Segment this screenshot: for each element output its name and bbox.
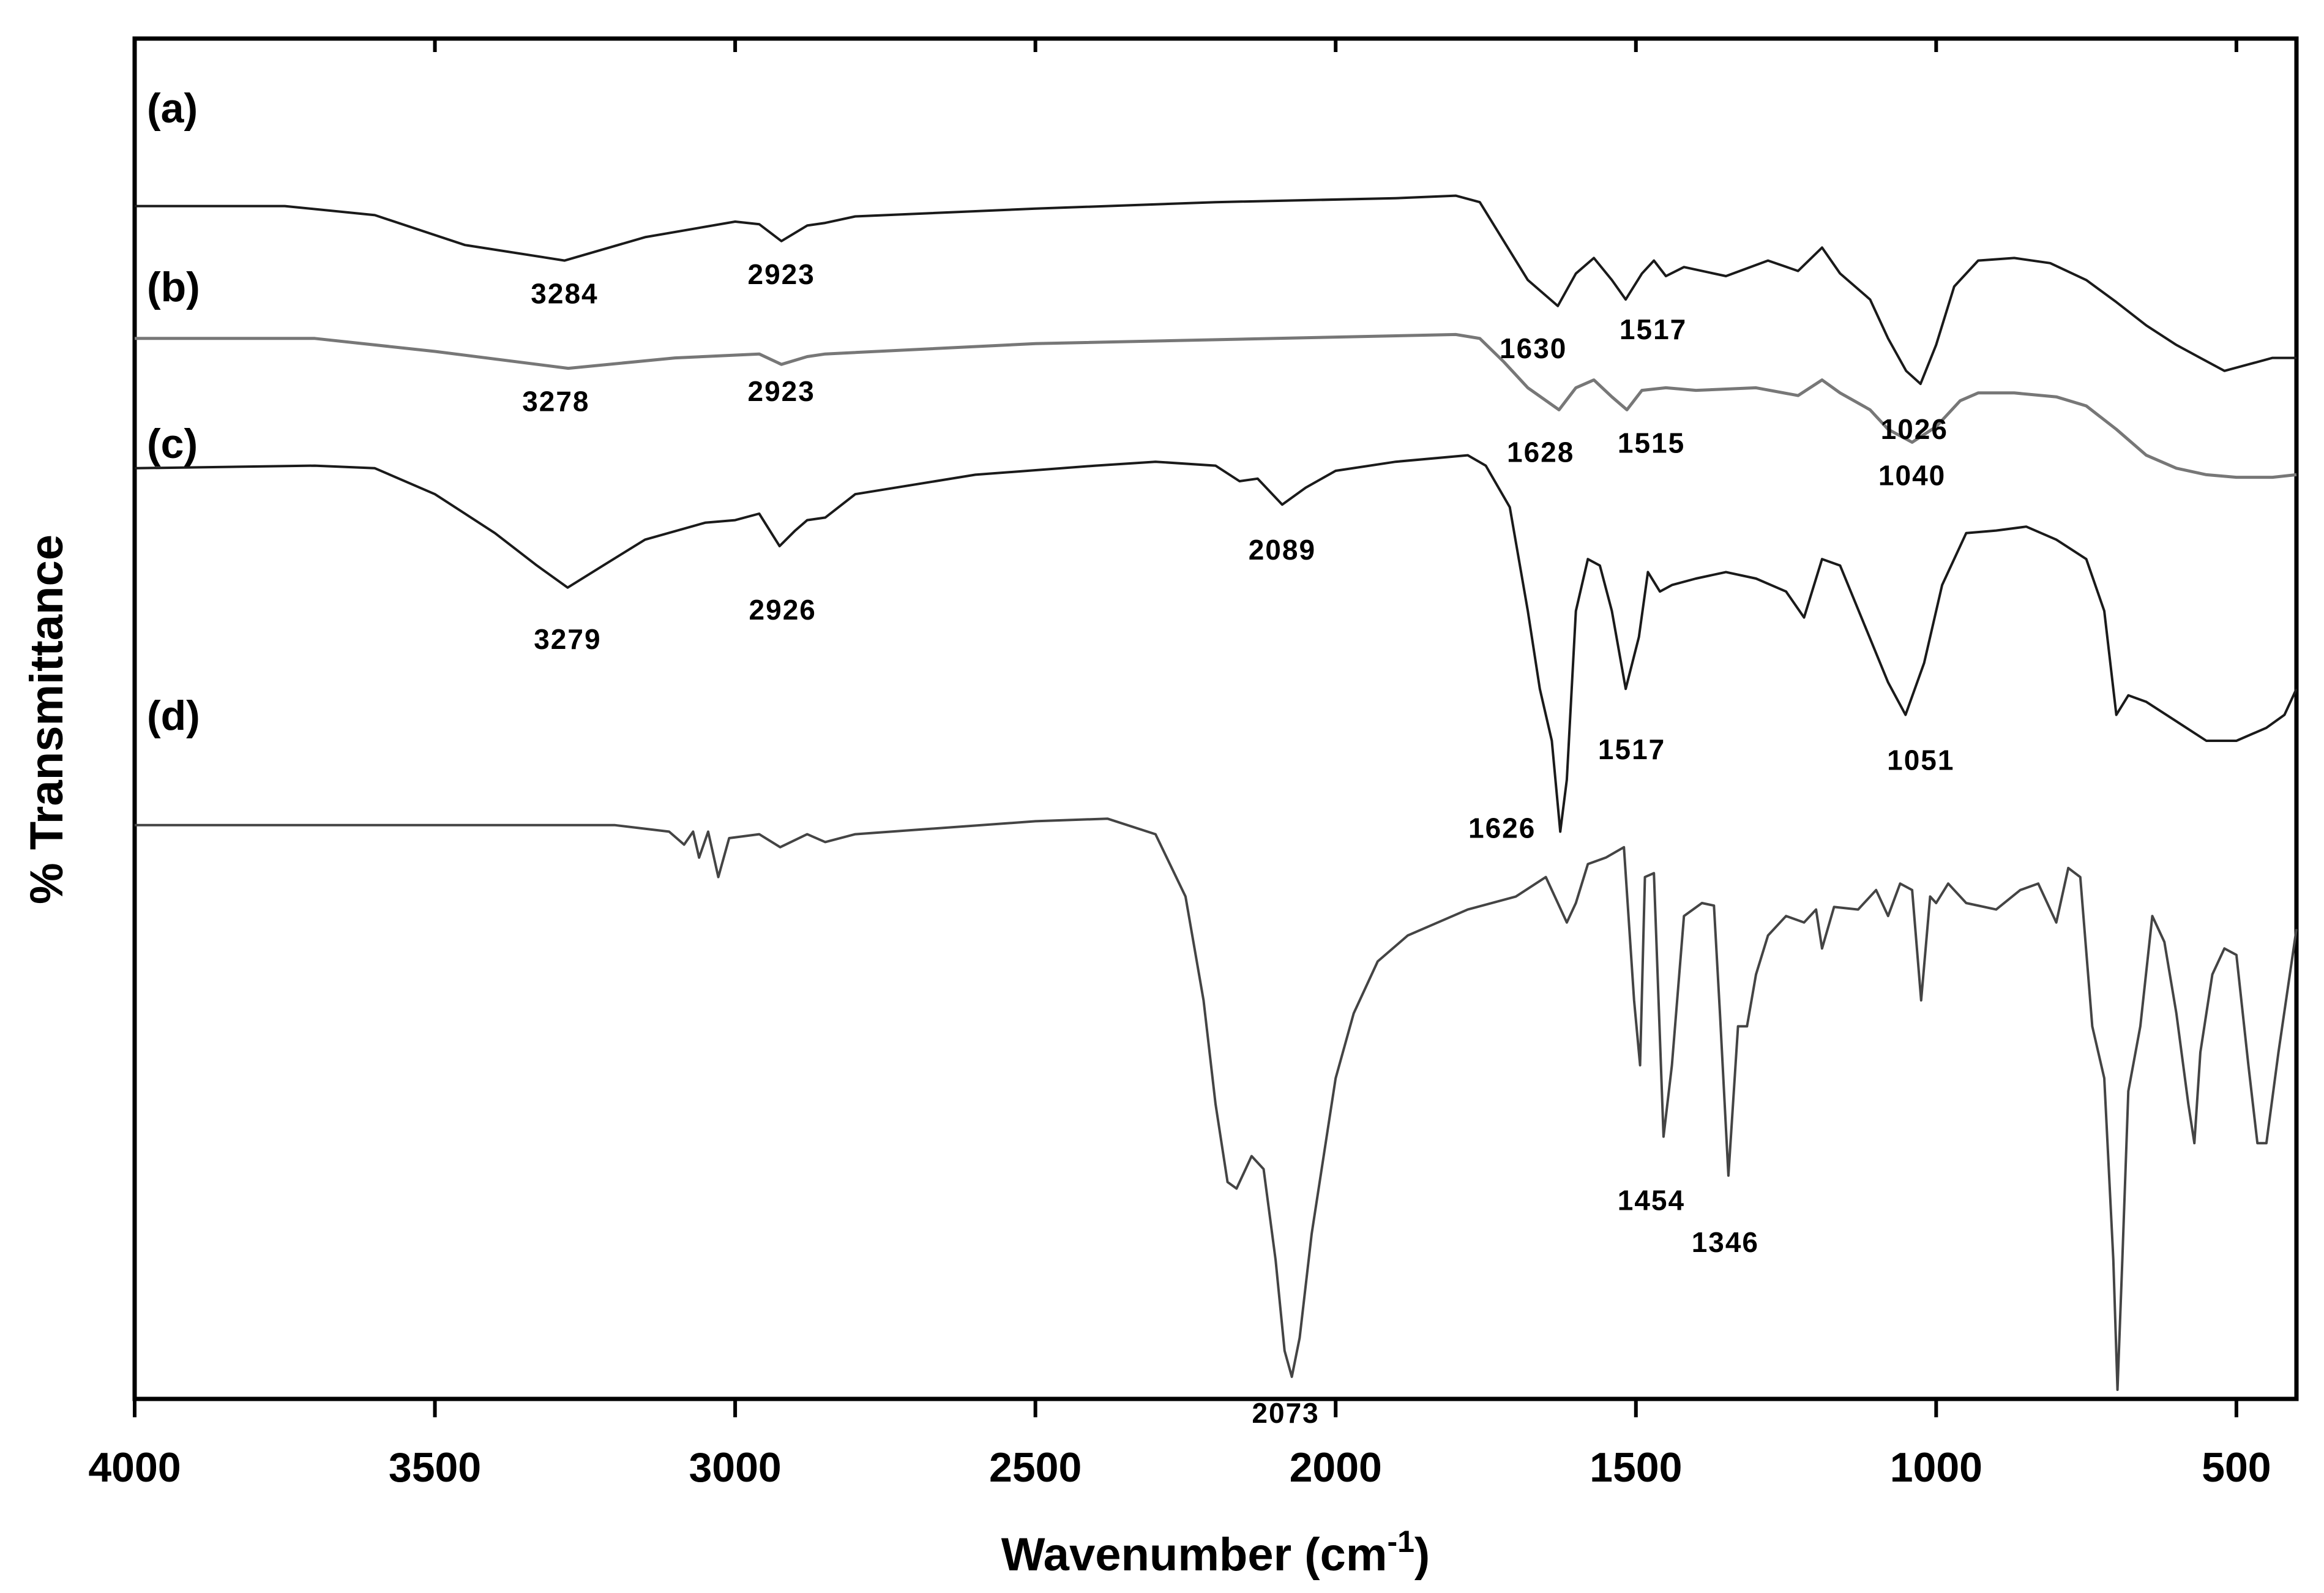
peak-label: 3284 — [531, 278, 598, 310]
series-label-b: (b) — [147, 264, 200, 310]
peak-label: 1517 — [1620, 313, 1687, 345]
series-line-b — [135, 332, 2297, 479]
x-axis-tick-labels: 4000 3500 3000 2500 2000 1500 1000 500 — [88, 1444, 2271, 1491]
peak-label: 1626 — [1468, 812, 1536, 844]
x-tick-label: 3500 — [389, 1444, 481, 1491]
x-tick-label: 2000 — [1290, 1444, 1382, 1491]
series-labels: (a) (b) (c) (d) — [147, 85, 200, 739]
peak-label: 3278 — [522, 386, 589, 418]
peak-label: 1515 — [1618, 427, 1685, 459]
x-tick-label: 1500 — [1590, 1444, 1682, 1491]
spectra-lines — [134, 194, 2298, 1391]
y-axis-title: % Transmittance — [21, 534, 73, 904]
peak-label: 1454 — [1618, 1185, 1685, 1216]
series-line-d — [135, 817, 2298, 1391]
x-axis-ticks — [133, 39, 2238, 1417]
x-tick-label: 500 — [2202, 1444, 2271, 1491]
peak-label: 1026 — [1881, 413, 1948, 445]
peak-label: 1051 — [1887, 744, 1954, 776]
series-label-c: (c) — [147, 421, 198, 467]
peak-annotations: 3284 2923 1630 1517 1026 3278 2923 1628 … — [522, 258, 1954, 1429]
series-line-a — [135, 194, 2296, 385]
peak-label: 1517 — [1598, 733, 1665, 765]
x-tick-label: 4000 — [88, 1444, 181, 1491]
x-tick-label: 2500 — [989, 1444, 1082, 1491]
series-line-c — [134, 454, 2298, 833]
series-label-d: (d) — [147, 692, 200, 739]
x-tick-label: 1000 — [1890, 1444, 1982, 1491]
peak-label: 2073 — [1252, 1397, 1319, 1429]
x-tick-label: 3000 — [689, 1444, 781, 1491]
peak-label: 2923 — [747, 258, 815, 290]
peak-label: 1630 — [1500, 332, 1567, 364]
peak-label: 1346 — [1692, 1226, 1759, 1258]
series-label-a: (a) — [147, 85, 198, 132]
peak-label: 1628 — [1507, 436, 1574, 468]
peak-label: 2923 — [747, 375, 815, 407]
peak-label: 2926 — [749, 594, 816, 626]
peak-label: 3279 — [534, 623, 601, 655]
plot-frame — [132, 36, 2299, 1401]
peak-label: 1040 — [1878, 459, 1946, 491]
x-axis-title: Wavenumber (cm-1) — [1001, 1524, 1430, 1581]
peak-label: 2089 — [1249, 534, 1316, 566]
